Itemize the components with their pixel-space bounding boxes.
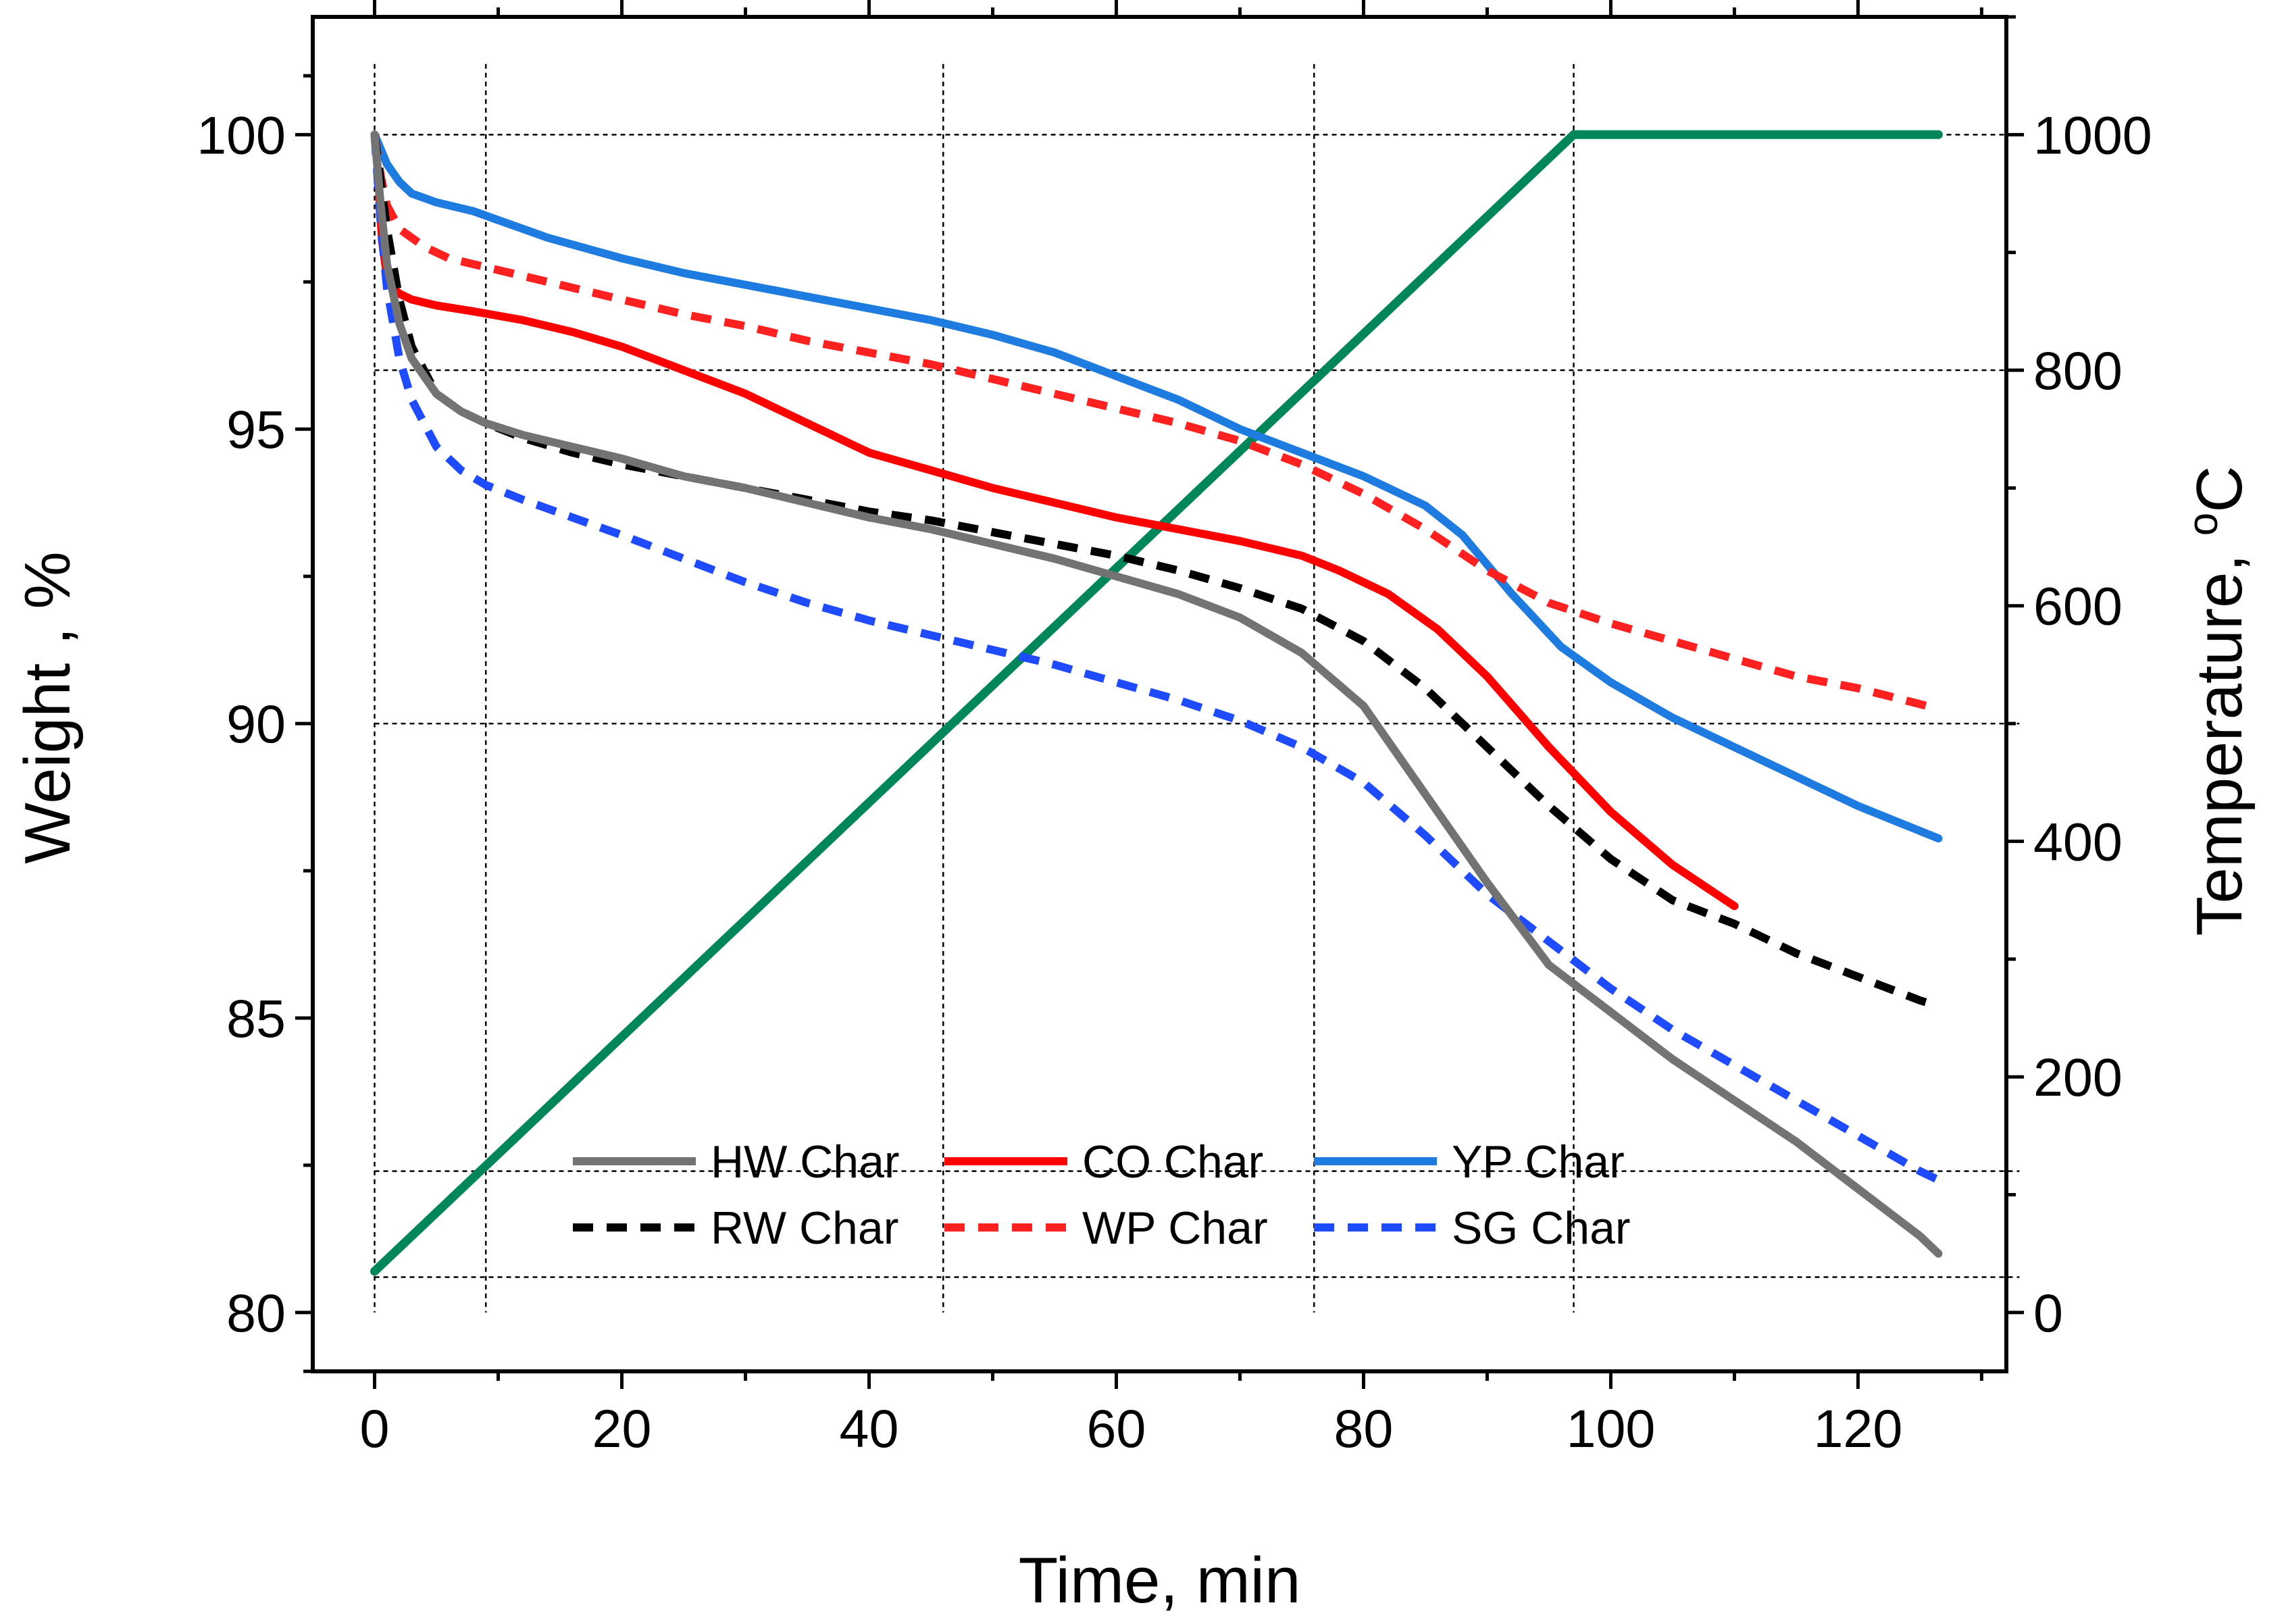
x-tick-label: 120: [1814, 1398, 1903, 1458]
legend-label-yp: YP Char: [1452, 1136, 1625, 1188]
x-tick-label: 0: [360, 1398, 390, 1458]
y-tick-label: 95: [226, 399, 286, 459]
y-tick-label: 100: [197, 105, 286, 165]
x-tick-label: 60: [1087, 1398, 1146, 1458]
y-tick-label: 80: [226, 1283, 286, 1343]
y2-tick-label: 600: [2033, 576, 2123, 636]
reference-grid: [374, 64, 2020, 1313]
axis-ticks: 0 20 40 60 80 100 1208085909510002004006008001…: [197, 0, 2152, 1458]
y2-tick-label: 400: [2033, 811, 2123, 871]
legend: HW Char CO Char YP Char RW Char WP Char SG Ch…: [573, 1136, 1631, 1254]
y2-axis-title-main: Temperature,: [2183, 536, 2256, 936]
x-axis-title: Time, min: [1019, 1544, 1301, 1617]
x-tick-label: 100: [1567, 1398, 1656, 1458]
series-line-rw: [370, 134, 1940, 1011]
x-tick-label: 40: [840, 1398, 899, 1458]
series-line-temperature: [370, 130, 1943, 1276]
x-tick-label: 80: [1334, 1398, 1394, 1458]
y2-axis-title-unit: C: [2183, 465, 2256, 512]
legend-label-co: CO Char: [1082, 1136, 1263, 1188]
y-tick-label: 90: [226, 694, 286, 754]
y2-tick-label: 1000: [2033, 105, 2152, 165]
y2-tick-label: 800: [2033, 340, 2123, 401]
y-axis-title: Weight , %: [11, 551, 84, 863]
legend-label-hw: HW Char: [711, 1136, 900, 1188]
series-line-yp: [370, 130, 1943, 843]
legend-label-rw: RW Char: [711, 1202, 898, 1254]
plot-series: [370, 130, 1943, 1276]
x-tick-label: 20: [592, 1398, 652, 1458]
y2-axis-title: Temperature, oC: [2180, 465, 2256, 936]
series-line-wp: [370, 134, 1939, 713]
series-line-hw: [370, 130, 1943, 1258]
series-line-sg: [370, 134, 1940, 1184]
y2-axis-title-degree: o: [2180, 513, 2227, 536]
y2-tick-label: 200: [2033, 1047, 2123, 1107]
legend-label-sg: SG Char: [1452, 1202, 1631, 1254]
plot-frame: [311, 15, 2008, 1373]
y2-tick-label: 0: [2033, 1283, 2063, 1343]
legend-label-wp: WP Char: [1082, 1202, 1268, 1254]
y-tick-label: 85: [226, 988, 286, 1048]
series-line-co: [370, 130, 1739, 911]
